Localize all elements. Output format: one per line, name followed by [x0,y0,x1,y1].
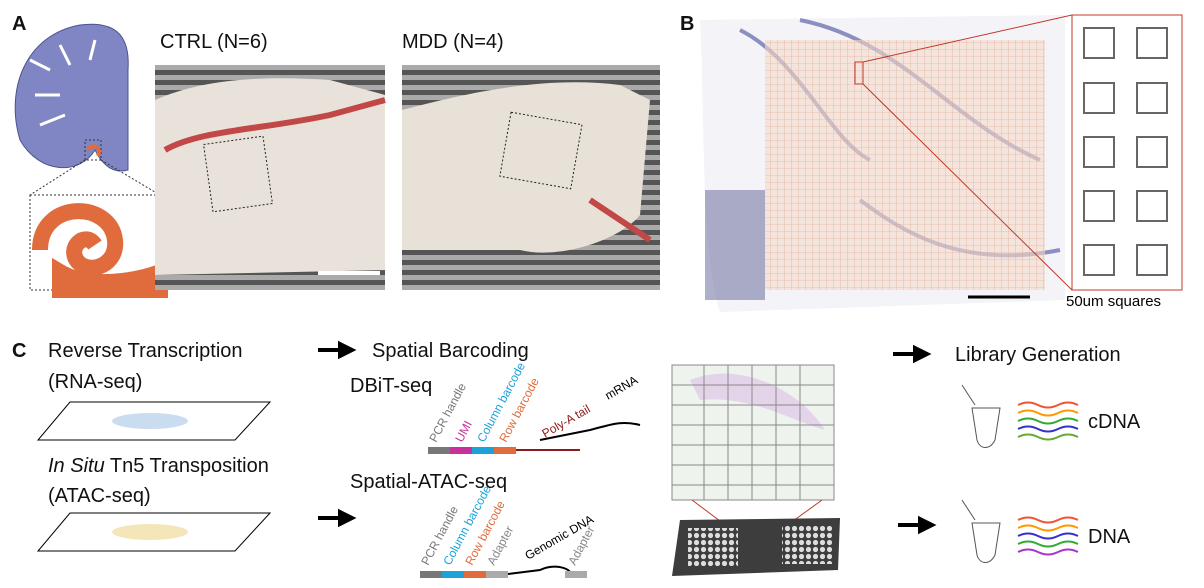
slide [36,401,272,441]
zoom-box [84,139,102,161]
method-title: DBiT-seq [350,375,432,397]
method-title: Spatial-ATAC-seq [350,471,507,493]
tissue-shadow [690,373,825,430]
tissue-section [112,524,188,540]
strands [1017,401,1079,556]
italic-text: In Situ [48,455,105,477]
arrow [318,340,357,360]
output-label: DNA [1088,526,1131,548]
chip-wells [688,528,738,566]
tissue-section [112,413,188,429]
step-sub: (ATAC-seq) [48,485,151,507]
step-title: Spatial Barcoding [372,340,529,362]
roi-box [202,135,274,213]
arrow [898,515,937,535]
grid-lines [672,365,834,500]
chip-wells [782,526,832,564]
zoom-box [854,61,864,85]
ctrl-slice [155,78,385,276]
tube [961,499,1001,563]
segment-label: UMI [452,418,475,444]
sulci [29,39,97,127]
step-title: In Situ Tn5 Transposition [48,455,269,477]
inset-squares [1083,27,1168,276]
mdd-vessel [588,197,652,243]
arrow [893,344,932,364]
group-title: MDD (N=4) [402,31,504,53]
panel-label: A [12,13,26,35]
inset [1071,14,1183,291]
brain-schematic [14,23,129,172]
step-title: Library Generation [955,344,1121,366]
mdd-slice [402,82,650,253]
hippocampus-small [86,144,101,157]
arrow [318,508,357,528]
tube [961,384,1001,448]
dbit-construct [428,421,641,454]
zoom-lines [29,159,161,196]
strand-label: mRNA [603,373,641,403]
output-label: cDNA [1088,411,1141,433]
roi-box [499,111,583,190]
grid-outline [671,364,835,501]
step-sub: (RNA-seq) [48,371,142,393]
group-title: CTRL (N=6) [160,31,268,53]
cell-cluster [705,190,765,300]
step-title: Reverse Transcription [48,340,243,362]
scale-note: 50um squares [1066,293,1161,310]
panel-label: C [12,340,26,362]
grid [765,40,1045,290]
panel-label: B [680,13,694,35]
ctrl-vessel [163,97,386,153]
slide [36,512,272,552]
text: Tn5 Transposition [105,455,269,477]
atac-construct [420,565,587,578]
zoom-lines [862,14,1073,291]
